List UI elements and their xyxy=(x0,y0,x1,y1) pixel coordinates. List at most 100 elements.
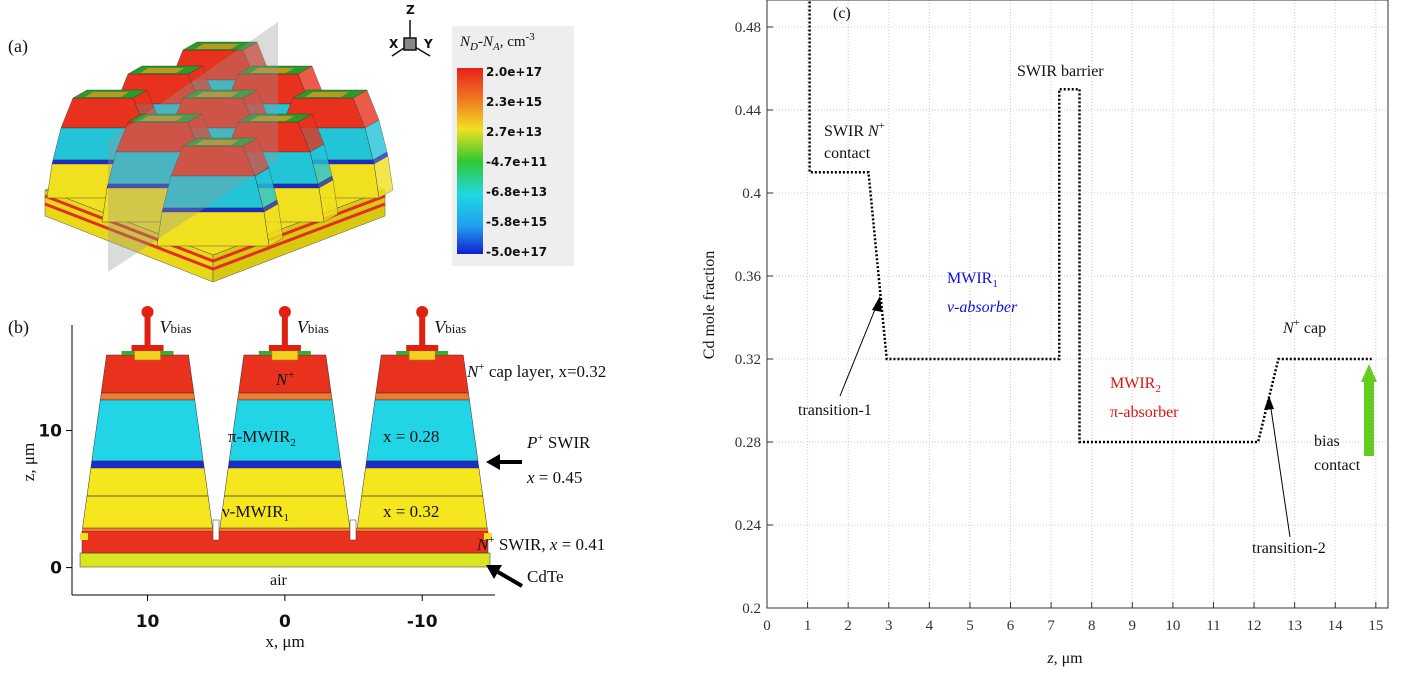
mesa-layer xyxy=(227,460,342,469)
p-swir-label: P+ SWIR xyxy=(526,432,591,452)
annotation: transition-2 xyxy=(1252,540,1326,557)
pin-head xyxy=(141,306,154,318)
annotation: bias xyxy=(1314,433,1340,450)
n-swir-label: N+ SWIR, x = 0.41 xyxy=(476,534,605,554)
y-tick-label: 0.28 xyxy=(735,435,761,451)
contact xyxy=(250,116,294,121)
bias-part: bias xyxy=(171,321,192,336)
y-tick-label: 0.2 xyxy=(742,601,761,617)
x-tick-label: 0 xyxy=(763,618,771,634)
substrate xyxy=(79,552,491,568)
annotation: π-absorber xyxy=(1110,404,1179,421)
bias-part: V xyxy=(434,317,447,337)
mesa-layer xyxy=(82,467,213,529)
mesa-layer xyxy=(100,392,196,401)
y-tick-label: 0.24 xyxy=(735,518,762,534)
annotation: N+ cap xyxy=(1282,317,1326,337)
contact xyxy=(140,68,184,73)
x-tick-label: 3 xyxy=(885,618,893,634)
n-swir xyxy=(81,530,489,554)
panel-label: (c) xyxy=(833,5,851,22)
arrows xyxy=(496,460,524,588)
bias-part: bias xyxy=(308,321,329,336)
bias-part: V xyxy=(160,317,173,337)
x-tick-label: 11 xyxy=(1206,618,1220,634)
annotation: MWIR1 xyxy=(947,270,998,290)
bias-part: V xyxy=(297,317,310,337)
mesa-layer xyxy=(375,354,469,394)
arrow-head xyxy=(486,454,500,470)
annotation: contact xyxy=(824,145,871,162)
panel-a xyxy=(44,22,394,283)
plot-frame xyxy=(766,0,1389,609)
nu-label: ν-MWIR1 xyxy=(222,502,289,524)
bias-arrow xyxy=(1364,380,1374,456)
y-tick-label: 0.32 xyxy=(735,352,761,368)
axis-x: X xyxy=(389,37,399,51)
bias-label: Vbias xyxy=(434,317,466,337)
arrow-head xyxy=(486,565,502,579)
pin-bar xyxy=(406,345,439,351)
contact xyxy=(195,140,239,145)
x-tick-label: 7 xyxy=(1047,618,1055,634)
annotation: ν-absorber xyxy=(947,299,1018,316)
colorbar-label: -6.8e+13 xyxy=(486,185,547,199)
mesa-layer xyxy=(237,392,333,401)
x032-label: x = 0.32 xyxy=(383,502,439,521)
mesa-layer xyxy=(365,460,480,469)
colorbar-label: -5.0e+17 xyxy=(486,245,547,259)
x-tick-label: 5 xyxy=(966,618,974,634)
panel-b: 10 0 -10 0 10 xyxy=(38,306,495,632)
panel-c: 0 1 2 3 4 5 6 7 8 9 10 11 12 13 14 150.20.240.280.320.3… xyxy=(735,0,1389,634)
panel-label: (a) xyxy=(8,36,28,57)
y-axis-label: z, μm xyxy=(19,443,38,481)
x-tick-label: 10 xyxy=(136,612,160,632)
x-tick-label: 1 xyxy=(804,618,812,634)
pin-bar xyxy=(268,345,301,351)
colorbar-label: -4.7e+11 xyxy=(486,155,547,169)
x-axis-label: z, μm xyxy=(1046,650,1083,667)
contact xyxy=(195,44,239,49)
annotation: transition-1 xyxy=(798,402,872,419)
pin-stem xyxy=(144,312,151,350)
layer xyxy=(156,211,270,247)
contact xyxy=(85,92,129,97)
colorbar-label: 2.7e+13 xyxy=(486,125,542,139)
x-tick-label: 15 xyxy=(1368,618,1383,634)
flange xyxy=(80,533,88,540)
x-tick-label: 2 xyxy=(844,618,852,634)
bias-label: Vbias xyxy=(160,317,192,337)
annotation: SWIR barrier xyxy=(1017,63,1104,80)
colorbar-label: 2.0e+17 xyxy=(486,65,542,79)
contact xyxy=(195,92,239,97)
x-tick-label: 0 xyxy=(279,612,291,632)
air-label: air xyxy=(270,572,288,589)
pin-bar xyxy=(131,345,164,351)
bias-part: bias xyxy=(445,321,466,336)
pin-head xyxy=(416,306,429,318)
x-tick-label: 6 xyxy=(1007,618,1015,634)
mesa-layer xyxy=(356,467,488,529)
contact xyxy=(305,92,349,97)
colorbar-label: 2.3e+15 xyxy=(486,95,542,109)
line xyxy=(808,0,1372,444)
arrow-head xyxy=(872,296,882,312)
bias-label: Vbias xyxy=(297,317,329,337)
pi-label: π-MWIR2 xyxy=(228,427,296,449)
y-tick-label: 0.44 xyxy=(735,103,762,119)
contact-pad xyxy=(134,349,161,361)
x-tick-label: 9 xyxy=(1129,618,1137,634)
x-axis-label: x, μm xyxy=(265,632,304,651)
y-tick-label: 0.4 xyxy=(742,186,761,202)
pin-stem xyxy=(419,312,426,350)
y-tick-label: 0.36 xyxy=(735,269,762,285)
y-axis-label: Cd mole fraction xyxy=(701,251,718,359)
axis-triad xyxy=(391,20,431,57)
colorbar-label: -5.8e+15 xyxy=(486,215,547,229)
pin-stem xyxy=(281,312,288,350)
mesa-layer xyxy=(91,399,204,462)
colorbar-title: ND-NA, cm-3 xyxy=(459,31,535,53)
cap-layer-label: N+ cap layer, x=0.32 xyxy=(466,361,606,381)
flange xyxy=(484,533,492,540)
